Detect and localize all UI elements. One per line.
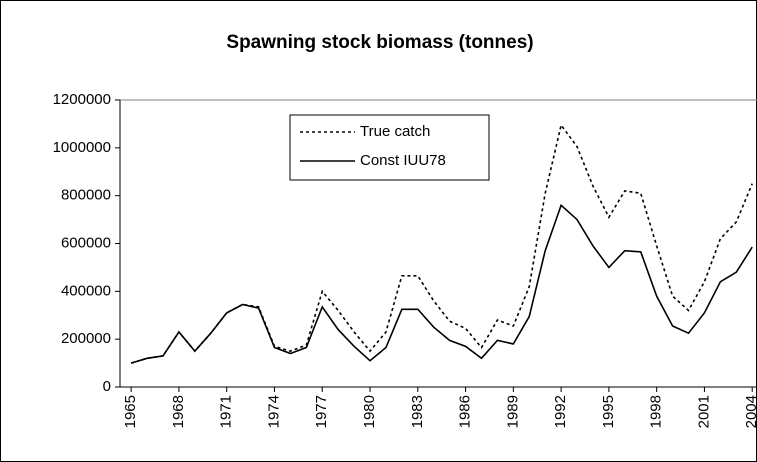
x-tick-label: 1965 <box>122 395 139 428</box>
x-tick-label: 1971 <box>218 395 235 428</box>
x-tick-label: 1980 <box>361 395 378 428</box>
y-tick-label: 0 <box>103 378 111 395</box>
legend-box <box>289 114 490 181</box>
y-tick-label: 600000 <box>61 234 111 251</box>
x-tick-label: 2001 <box>695 395 712 428</box>
y-tick-label: 400000 <box>61 282 111 299</box>
y-tick-label: 800000 <box>61 187 111 204</box>
y-tick-label: 200000 <box>61 330 111 347</box>
legend-label: True catch <box>360 123 430 140</box>
series-line <box>130 203 753 364</box>
x-tick-label: 1989 <box>504 395 521 428</box>
x-tick-label: 1986 <box>457 395 474 428</box>
chart-title: Spawning stock biomass (tonnes) <box>226 32 533 53</box>
x-tick-label: 2004 <box>743 395 757 428</box>
x-tick-label: 1974 <box>265 395 282 428</box>
x-tick-label: 1983 <box>409 395 426 428</box>
x-tick-label: 1995 <box>600 395 617 428</box>
x-tick-label: 1992 <box>552 395 569 428</box>
y-tick-label: 1200000 <box>53 91 111 108</box>
legend-label: Const IUU78 <box>360 152 446 169</box>
y-tick-label: 1000000 <box>53 139 111 156</box>
x-tick-label: 1977 <box>313 395 330 428</box>
x-tick-label: 1968 <box>170 395 187 428</box>
x-tick-label: 1998 <box>648 395 665 428</box>
